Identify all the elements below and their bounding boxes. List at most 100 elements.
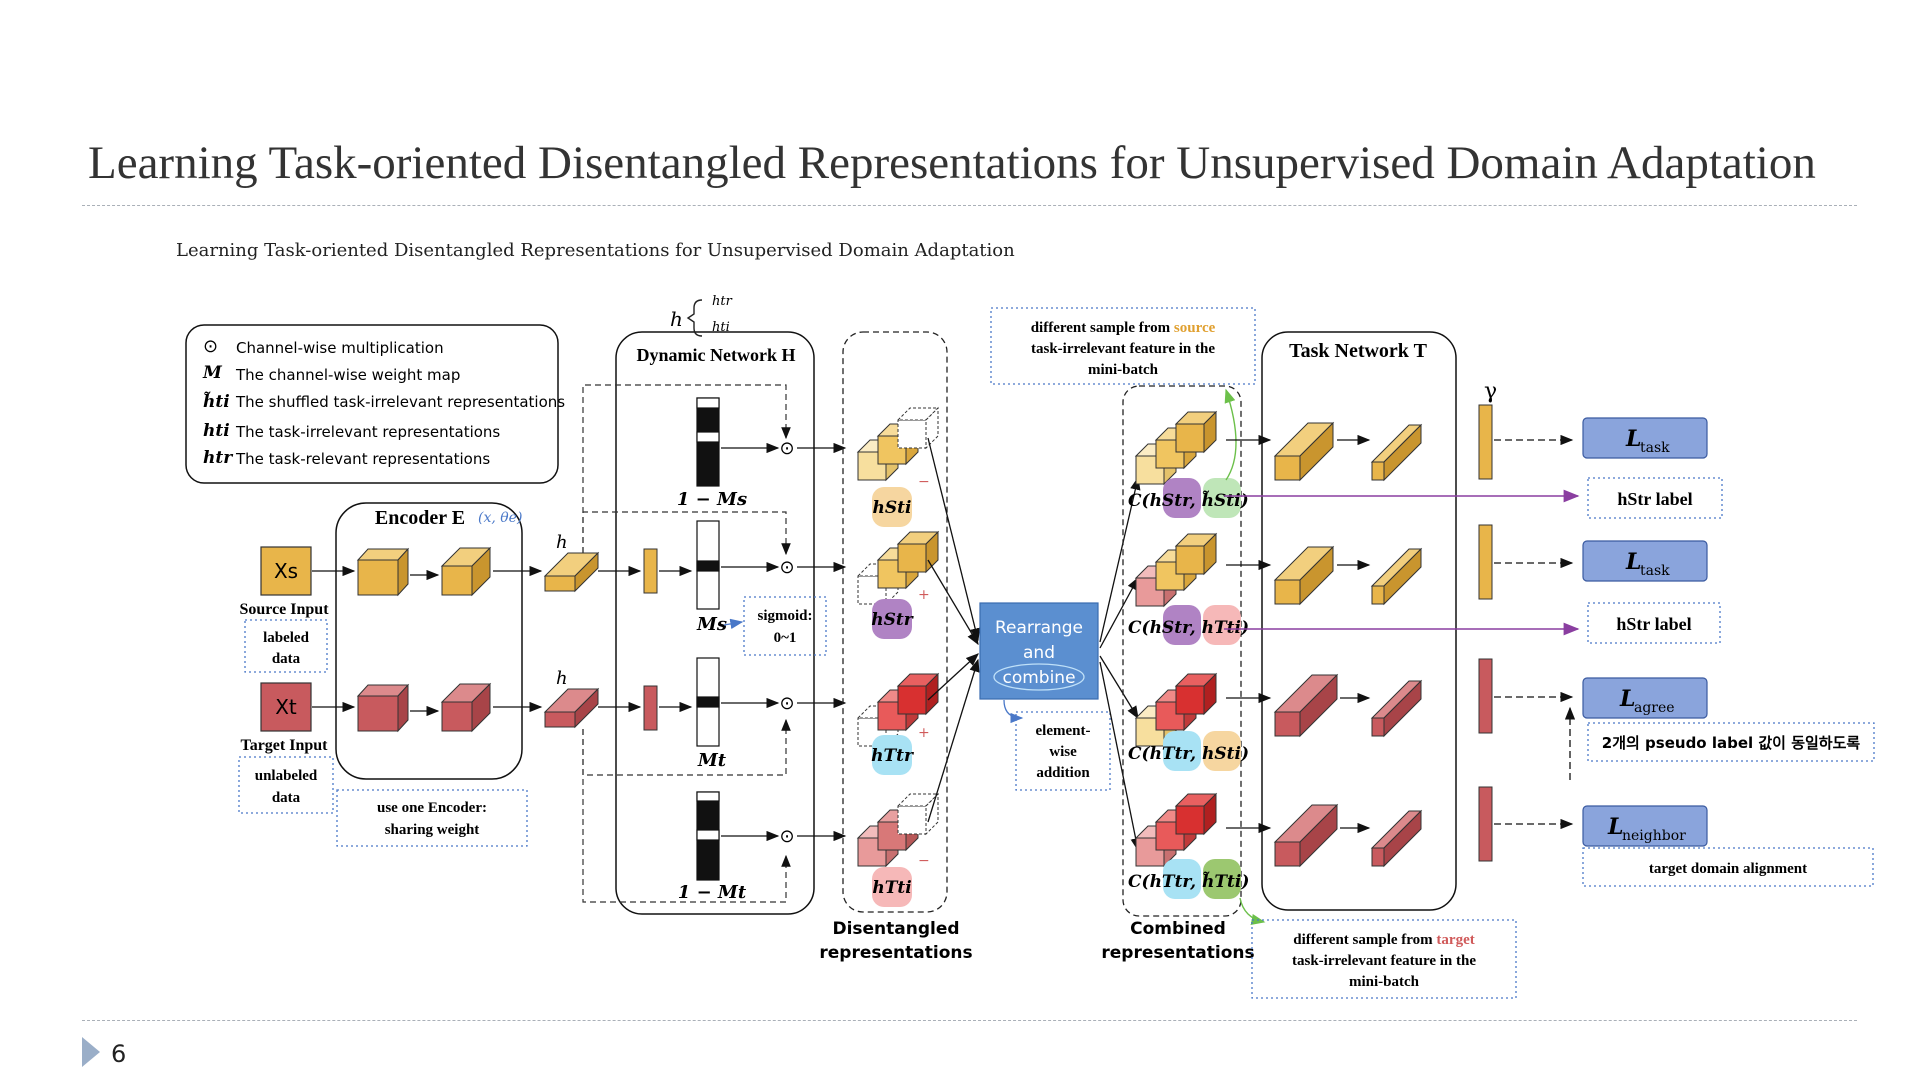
legend-text-1: The channel-wise weight map: [235, 366, 460, 384]
svg-text:different sample from source: different sample from source: [1031, 320, 1216, 336]
rearrange-block: Rearrange and combine element- wise addi…: [979, 602, 1111, 791]
target-label: Target Input: [241, 737, 329, 754]
sigmoid-note-line2: 0~1: [774, 630, 797, 646]
top-note-part1: different sample from: [1031, 320, 1174, 336]
source-note-line1: labeled: [263, 630, 309, 646]
loss-1-sub: task: [1640, 563, 1670, 579]
encoder-note-line2: sharing weight: [385, 822, 480, 838]
source-symbol: Xs: [274, 559, 298, 583]
agree-note: 2개의 pseudo label 값이 동일하도록: [1602, 734, 1861, 752]
top-note-line2: task-irrelevant feature in the: [1031, 341, 1215, 357]
legend-text-4: The task-relevant representations: [235, 450, 490, 468]
task-network: Task Network T γ: [1226, 331, 1497, 911]
dis-label-0: hSti: [873, 498, 912, 518]
encoder-annotation: (x, θe): [478, 510, 522, 526]
mask-label-3: 1 − Mt: [678, 882, 747, 903]
output-notes: hStr label hStr label 2개의 pseudo label 값…: [1582, 477, 1875, 887]
mask-label-2: Mt: [697, 750, 727, 771]
top-note-line3: mini-batch: [1088, 362, 1159, 378]
rearrange-note-line3: addition: [1036, 765, 1090, 781]
legend-text-2: The shuffled task-irrelevant representat…: [235, 393, 565, 411]
comb-label-3: C(hTtr, h̃Tti): [1128, 872, 1249, 892]
loss-0-name: L: [1625, 426, 1641, 452]
comb-caption-line1: Combined: [1130, 919, 1226, 939]
op-0: ⊙: [779, 438, 794, 459]
slide-subtitle: Learning Task-oriented Disentangled Repr…: [176, 240, 1015, 261]
dynamic-network: Dynamic Network H h htr hti 1 − Ms: [582, 294, 847, 915]
legend-symbol-0: ⊙: [203, 336, 218, 357]
legend-text-0: Channel-wise multiplication: [236, 339, 444, 357]
encoder-block: Encoder E (x, θe) use one Encoder: shari…: [335, 502, 528, 847]
bottom-note-line2: task-irrelevant feature in the: [1292, 953, 1476, 969]
encoder-note-line1: use one Encoder:: [377, 800, 487, 816]
dynamic-h-annot-a: htr: [712, 294, 733, 309]
svg-text:different sample from target: different sample from target: [1293, 932, 1474, 948]
sigmoid-note-line1: sigmoid:: [757, 608, 812, 624]
dis-label-2: hTtr: [871, 746, 914, 766]
dis-label-1: hStr: [871, 610, 913, 630]
dis-sign-1: +: [918, 587, 930, 603]
legend-box: ⊙ Channel-wise multiplication M The chan…: [185, 324, 565, 484]
page-number: 6: [111, 1040, 127, 1068]
legend-symbol-1: M: [202, 363, 223, 383]
mask-label-0: 1 − Ms: [677, 489, 747, 510]
dis-caption-line1: Disentangled: [832, 919, 959, 939]
title-divider: [82, 205, 1857, 206]
rearrange-line2: and: [1023, 643, 1055, 663]
loss-boxes: L task L task L agree L neighbor: [1582, 417, 1708, 847]
target-note-line2: data: [272, 790, 301, 806]
output-label-1: hStr label: [1617, 489, 1692, 509]
encoder-title: Encoder E: [375, 507, 465, 529]
dis-label-3: hTti: [872, 878, 911, 898]
legend-symbol-3: hti: [203, 421, 230, 441]
op-1: ⊙: [779, 557, 794, 578]
target-symbol: Xt: [275, 695, 297, 719]
rearrange-note-line1: element-: [1036, 723, 1091, 739]
dis-caption-line2: representations: [819, 943, 972, 963]
bottom-note-target: target: [1436, 932, 1474, 948]
dynamic-h-annot: h: [670, 307, 683, 331]
loss-3-name: L: [1607, 814, 1623, 840]
loss-1-name: L: [1625, 549, 1641, 575]
slide-title: Learning Task-oriented Disentangled Repr…: [88, 137, 1816, 189]
comb-caption-line2: representations: [1101, 943, 1254, 963]
loss-2-name: L: [1619, 686, 1635, 712]
top-note-source: source: [1174, 320, 1216, 336]
footer-divider: [82, 1020, 1857, 1021]
op-2: ⊙: [779, 693, 794, 714]
comb-label-2: C(hTtr, hSti): [1128, 744, 1249, 764]
disentangled-block: hSti − hStr + hTtr + hTti − Disentangled…: [819, 331, 973, 963]
dis-sign-0: −: [918, 474, 930, 490]
op-3: ⊙: [779, 826, 794, 847]
source-sample-note: different sample from source task-irrele…: [990, 307, 1256, 385]
comb-label-1: C(hStr, hTti): [1128, 618, 1249, 638]
legend-symbol-2: h̃ti: [203, 392, 230, 412]
page-marker-icon: [82, 1037, 100, 1067]
task-gamma: γ: [1484, 379, 1497, 404]
h-mark-source: h: [556, 532, 568, 553]
legend-text-3: The task-irrelevant representations: [235, 423, 500, 441]
dis-sign-3: −: [918, 853, 930, 869]
target-input: Xt Target Input unlabeled data: [238, 682, 334, 814]
target-sample-note: different sample from target task-irrele…: [1251, 919, 1517, 999]
rearrange-line1: Rearrange: [995, 618, 1083, 638]
comb-label-0: C(hStr, h̃Sti): [1128, 491, 1249, 511]
rearrange-note-line2: wise: [1049, 744, 1077, 760]
loss-2-sub: agree: [1634, 700, 1675, 716]
dynamic-title: Dynamic Network H: [637, 345, 796, 365]
loss-3-sub: neighbor: [1622, 828, 1686, 844]
source-note-line2: data: [272, 651, 301, 667]
combined-block: C(hStr, h̃Sti) C(hStr, hTti) C(hTtr, hSt…: [1101, 385, 1266, 963]
source-input: Xs Source Input labeled data: [239, 546, 329, 673]
mask-label-1: Ms: [696, 614, 727, 635]
shared-features: h h: [543, 532, 600, 729]
loss-0-sub: task: [1640, 440, 1670, 456]
task-title: Task Network T: [1289, 340, 1427, 362]
bottom-note-part1: different sample from: [1293, 932, 1436, 948]
rearrange-line3: combine: [1002, 668, 1075, 688]
bottom-note-line3: mini-batch: [1349, 974, 1420, 990]
dis-sign-2: +: [918, 725, 930, 741]
target-note-line1: unlabeled: [255, 768, 318, 784]
neighbor-note: target domain alignment: [1649, 861, 1807, 877]
